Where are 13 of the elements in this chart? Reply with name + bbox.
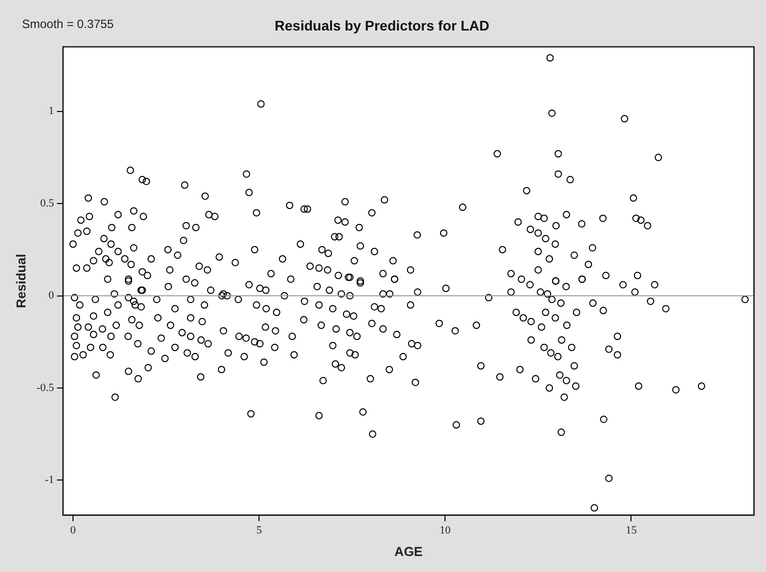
- y-tick-label: 0.5: [40, 197, 55, 210]
- y-tick-label: -0.5: [36, 382, 55, 394]
- x-axis-title: AGE: [394, 544, 423, 559]
- y-tick-label: 1: [48, 105, 54, 118]
- x-tick-label: 10: [440, 524, 452, 537]
- x-tick-label: 15: [626, 524, 638, 537]
- x-tick-label: 0: [70, 524, 76, 537]
- y-tick-label: 0: [48, 290, 55, 302]
- text: Smooth = 0.3755: [22, 17, 114, 31]
- y-tick-label: -1: [44, 474, 54, 486]
- y-axis-title: Residual: [13, 254, 28, 308]
- x-tick-label: 5: [256, 524, 262, 537]
- chart-title: Residuals by Predictors for LAD: [274, 17, 490, 34]
